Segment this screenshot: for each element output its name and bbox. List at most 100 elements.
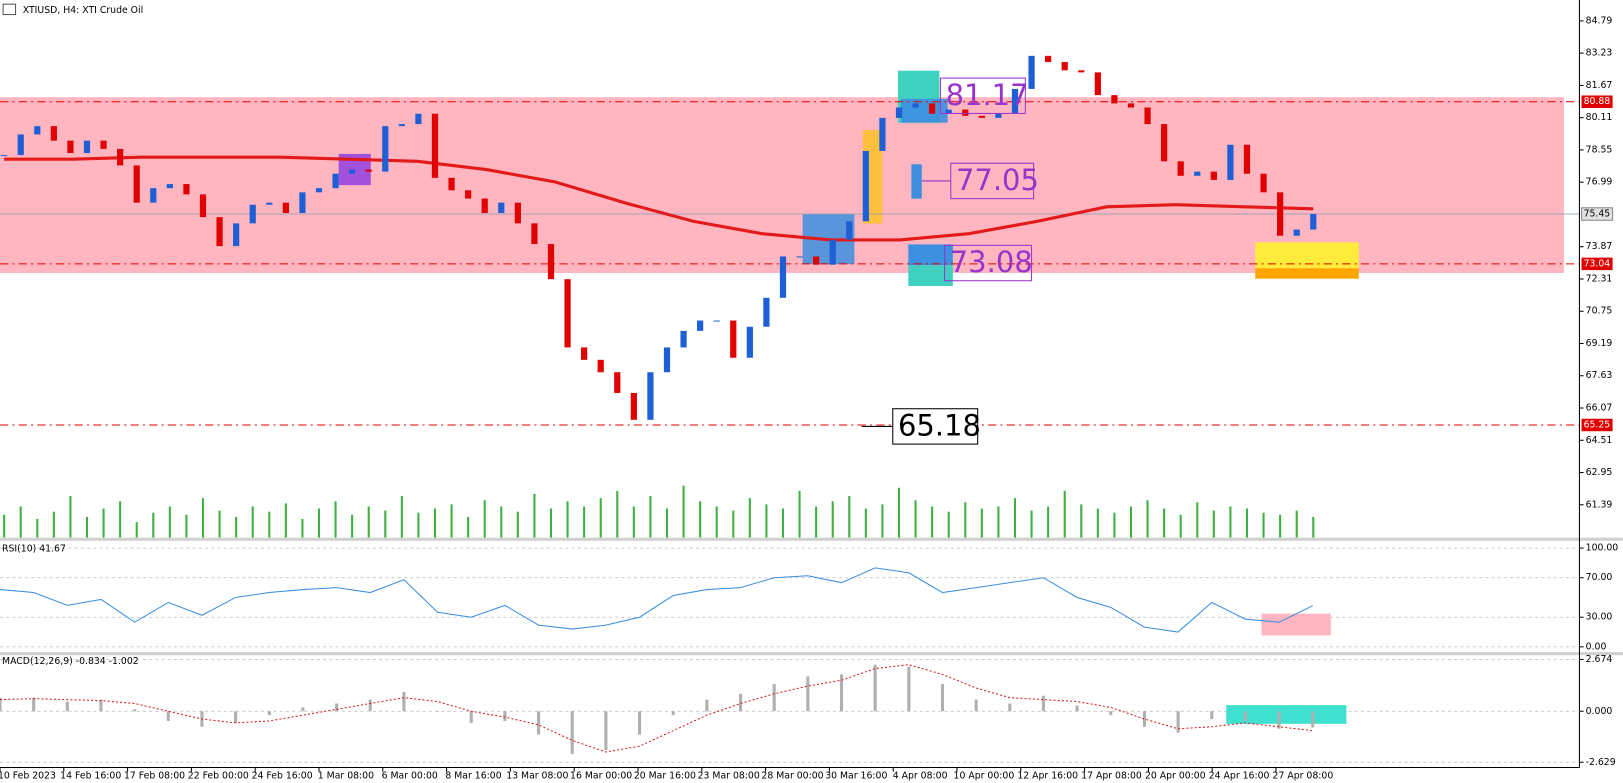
candle: [117, 148, 124, 166]
candle: [779, 256, 787, 298]
highlight-box: [908, 244, 953, 266]
volume-bar: [467, 516, 470, 538]
volume-bar: [1146, 500, 1149, 538]
x-tick-label: 27 Apr 08:00: [1273, 770, 1334, 781]
annotation-label: 73.08: [950, 245, 1033, 279]
candle: [813, 256, 820, 265]
volume-bar: [185, 514, 188, 538]
volume-bar: [1163, 508, 1166, 538]
volume-bar: [798, 490, 801, 538]
y-tick-label: 0.00: [1586, 641, 1607, 652]
y-tick-label: 0.000: [1586, 706, 1613, 717]
candle: [100, 140, 107, 149]
volume-bar: [85, 516, 89, 538]
volume-bar: [715, 506, 718, 538]
volume-bar: [881, 504, 884, 538]
candle: [962, 109, 969, 116]
candle: [995, 113, 1002, 118]
volume-bar: [599, 498, 602, 538]
highlight-box: [1255, 268, 1359, 279]
candle: [929, 103, 936, 114]
volume-bar: [864, 508, 867, 538]
candle: [680, 330, 687, 348]
macd-bar: [234, 711, 238, 723]
title-icon: [2, 3, 17, 16]
macd-bar: [839, 674, 844, 712]
macd-bar: [570, 711, 574, 754]
candle: [1227, 144, 1234, 180]
macd-bar: [637, 711, 642, 735]
macd-bar: [738, 693, 743, 712]
volume-bar: [616, 490, 619, 538]
y-tick-label: 83.23: [1586, 48, 1613, 59]
volume-bar: [334, 501, 337, 538]
x-tick-label: 20 Apr 00:00: [1145, 770, 1206, 781]
x-tick-label: 20 Mar 16:00: [634, 770, 696, 781]
x-tick-label: 24 Apr 16:00: [1209, 770, 1270, 781]
last-price-box: [1580, 207, 1614, 221]
candle: [1293, 229, 1300, 236]
candle: [1011, 88, 1019, 114]
candle: [1177, 161, 1184, 176]
level-label: 65.25: [1584, 419, 1611, 430]
candle: [697, 320, 704, 331]
x-tick-label: 10 Feb 2023: [0, 770, 56, 781]
volume-bar: [980, 508, 983, 538]
volume-bar: [1113, 512, 1116, 538]
y-tick-label: -2.629: [1586, 757, 1616, 768]
x-tick-label: 24 Feb 16:00: [252, 770, 313, 781]
y-tick-label: 66.07: [1586, 403, 1613, 414]
volume-bar: [69, 496, 72, 538]
candle: [746, 326, 753, 358]
macd-bar: [65, 701, 69, 712]
rsi-title: RSI(10) 41.67: [2, 544, 66, 555]
y-tick-label: 64.51: [1586, 435, 1613, 446]
candle: [597, 359, 604, 373]
candle: [862, 150, 869, 222]
volume-bar: [964, 502, 967, 538]
candle: [448, 177, 455, 191]
annotation-label: 77.05: [956, 163, 1039, 197]
volume-bar: [1179, 514, 1182, 538]
candle: [382, 126, 389, 172]
volume-bar: [1279, 514, 1282, 538]
highlight-box: [911, 164, 922, 199]
volume-bar: [1013, 498, 1017, 538]
macd-bar: [267, 711, 271, 716]
candle: [1310, 214, 1317, 230]
volume-bar: [682, 485, 685, 538]
macd-bar: [0, 697, 2, 712]
volume-bar: [384, 510, 387, 538]
volume-bar: [251, 506, 254, 538]
macd-bar: [368, 699, 372, 712]
volume-bar: [1196, 502, 1199, 538]
volume-bar: [947, 511, 950, 538]
volume-bar: [52, 511, 55, 538]
candle: [1277, 192, 1284, 236]
candle: [912, 103, 919, 108]
level-label: 73.04: [1584, 258, 1611, 269]
y-tick-label: 80.11: [1586, 112, 1613, 123]
volume-bar: [665, 508, 669, 538]
volume-bar: [549, 508, 553, 538]
annotation-box: [944, 244, 1033, 282]
volume-bar: [781, 508, 785, 538]
volume-bar: [765, 504, 768, 538]
volume-bar: [301, 518, 304, 538]
candle: [730, 320, 737, 358]
volume-bar: [317, 508, 321, 538]
macd-bar: [436, 711, 440, 712]
volume-bar: [201, 498, 205, 538]
macd-bar: [705, 699, 709, 712]
volume-bar: [268, 511, 271, 538]
volume-bar: [1262, 512, 1265, 538]
macd-bar: [335, 703, 339, 712]
annotation-label: 65.18: [898, 408, 981, 442]
candle: [829, 239, 836, 265]
candle: [531, 223, 538, 245]
candle: [249, 204, 256, 224]
volume-bar: [19, 506, 22, 538]
macd-bar: [1041, 695, 1046, 712]
macd-bar: [1142, 711, 1147, 727]
